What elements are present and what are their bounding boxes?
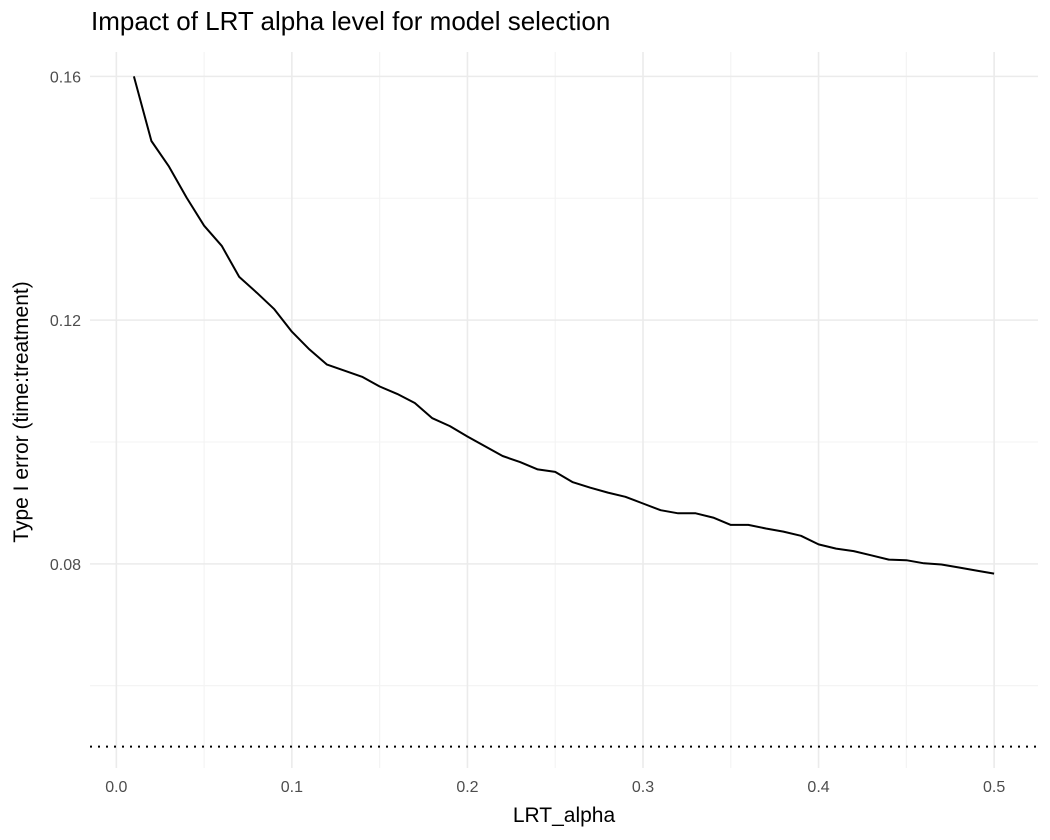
major-gridlines xyxy=(90,52,1038,768)
x-tick-label: 0.0 xyxy=(105,779,127,796)
series-line xyxy=(132,76,995,575)
y-axis-tick-labels: 0.08 0.12 0.16 xyxy=(50,69,81,573)
chart-title: Impact of LRT alpha level for model sele… xyxy=(91,6,610,36)
series-group xyxy=(132,76,995,575)
minor-gridlines xyxy=(90,52,1038,768)
y-tick-label: 0.16 xyxy=(50,69,81,86)
y-axis-title: Type I error (time:treatment) xyxy=(10,281,33,542)
y-tick-label: 0.12 xyxy=(50,313,81,330)
x-axis-tick-labels: 0.0 0.1 0.2 0.3 0.4 0.5 xyxy=(105,779,1005,796)
x-tick-label: 0.2 xyxy=(456,779,478,796)
x-axis-title: LRT_alpha xyxy=(513,804,616,827)
x-tick-label: 0.4 xyxy=(807,779,829,796)
x-tick-label: 0.5 xyxy=(983,779,1005,796)
x-tick-label: 0.1 xyxy=(281,779,303,796)
y-tick-label: 0.08 xyxy=(50,557,81,574)
x-tick-label: 0.3 xyxy=(632,779,654,796)
